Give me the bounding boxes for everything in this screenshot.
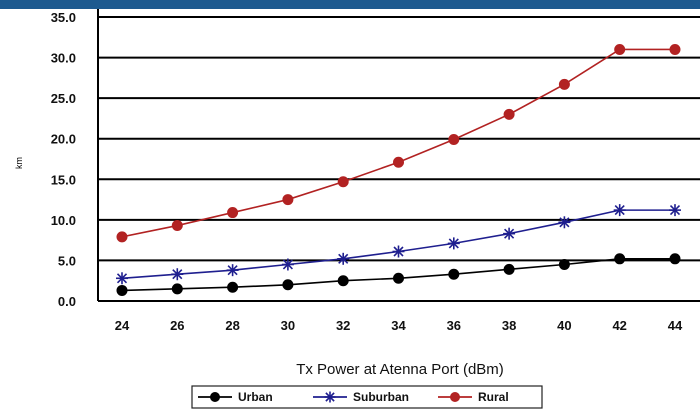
- x-tick-label-8: 40: [557, 318, 571, 333]
- point-urban-26: [171, 283, 183, 295]
- x-tick-label-9: 42: [612, 318, 626, 333]
- point-rural-32: [337, 176, 349, 188]
- point-rural-36: [448, 134, 460, 146]
- y-tick-label-6: 30.0: [51, 51, 76, 66]
- series-rural: [116, 43, 681, 243]
- data-series: [116, 43, 681, 296]
- x-tick-label-1: 26: [170, 318, 184, 333]
- point-suburban-30: [281, 258, 294, 271]
- y-tick-label-5: 25.0: [51, 91, 76, 106]
- point-urban-24: [116, 284, 128, 296]
- x-tick-label-7: 38: [502, 318, 516, 333]
- x-tick-label-10: 44: [668, 318, 683, 333]
- y-tick-labels: 0.0 5.0 10.0 15.0 20.0 25.0 30.0 35.0: [51, 10, 76, 309]
- x-tick-labels: 24 26 28 30 32 34 36 38 40 42 44: [115, 318, 683, 333]
- point-suburban-42: [613, 204, 626, 217]
- point-urban-30: [282, 279, 294, 291]
- series-line-rural: [121, 48, 675, 238]
- point-urban-28: [227, 281, 239, 293]
- legend-label-urban: Urban: [238, 390, 273, 404]
- point-rural-34: [393, 156, 404, 168]
- point-rural-30: [282, 194, 294, 206]
- point-rural-38: [503, 108, 515, 120]
- legend-label-rural: Rural: [478, 390, 509, 404]
- point-rural-26: [171, 220, 183, 232]
- y-tick-label-1: 5.0: [58, 253, 76, 268]
- point-rural-28: [227, 207, 239, 219]
- y-tick-label-0: 0.0: [58, 294, 76, 309]
- y-tick-label-3: 15.0: [51, 172, 76, 187]
- x-axis-title: Tx Power at Atenna Port (dBm): [296, 361, 504, 378]
- point-suburban-26: [171, 268, 184, 281]
- x-tick-label-3: 30: [281, 318, 295, 333]
- y-tick-label-4: 20.0: [51, 132, 76, 147]
- point-rural-24: [116, 231, 128, 243]
- point-suburban-44: [669, 204, 681, 217]
- legend-label-suburban: Suburban: [353, 390, 409, 404]
- point-urban-34: [393, 272, 404, 284]
- grid-lines: [98, 16, 700, 262]
- y-tick-label-2: 10.0: [51, 213, 76, 228]
- point-suburban-24: [116, 272, 128, 285]
- legend-box: [191, 385, 543, 409]
- point-suburban-38: [503, 227, 516, 240]
- legend-marker-rural: [450, 392, 460, 402]
- legend-marker-suburban: [324, 391, 336, 403]
- x-tick-label-6: 36: [447, 318, 461, 333]
- legend: Urban Suburban Rural: [191, 385, 543, 409]
- x-tick-label-5: 34: [391, 318, 406, 333]
- y-axis-title: km: [14, 157, 24, 169]
- point-urban-32: [337, 275, 349, 287]
- series-suburban: [116, 204, 681, 285]
- series-urban: [116, 253, 681, 296]
- y-tick-label-7: 35.0: [51, 10, 76, 25]
- point-suburban-32: [337, 252, 350, 265]
- point-urban-36: [448, 268, 460, 280]
- point-urban-42: [614, 253, 626, 265]
- axes: [97, 9, 700, 302]
- point-rural-42: [614, 43, 626, 55]
- point-suburban-36: [447, 237, 460, 250]
- top-banner-strip: [0, 0, 700, 9]
- point-urban-40: [558, 258, 570, 270]
- x-tick-label-0: 24: [115, 318, 130, 333]
- x-tick-label-4: 32: [336, 318, 350, 333]
- point-suburban-34: [392, 245, 405, 258]
- point-rural-44: [669, 43, 681, 55]
- legend-marker-urban: [210, 392, 220, 402]
- point-suburban-28: [226, 264, 239, 277]
- point-rural-40: [558, 78, 570, 90]
- point-urban-38: [503, 263, 515, 275]
- point-suburban-40: [558, 216, 571, 229]
- point-urban-44: [669, 253, 681, 265]
- x-tick-label-2: 28: [225, 318, 239, 333]
